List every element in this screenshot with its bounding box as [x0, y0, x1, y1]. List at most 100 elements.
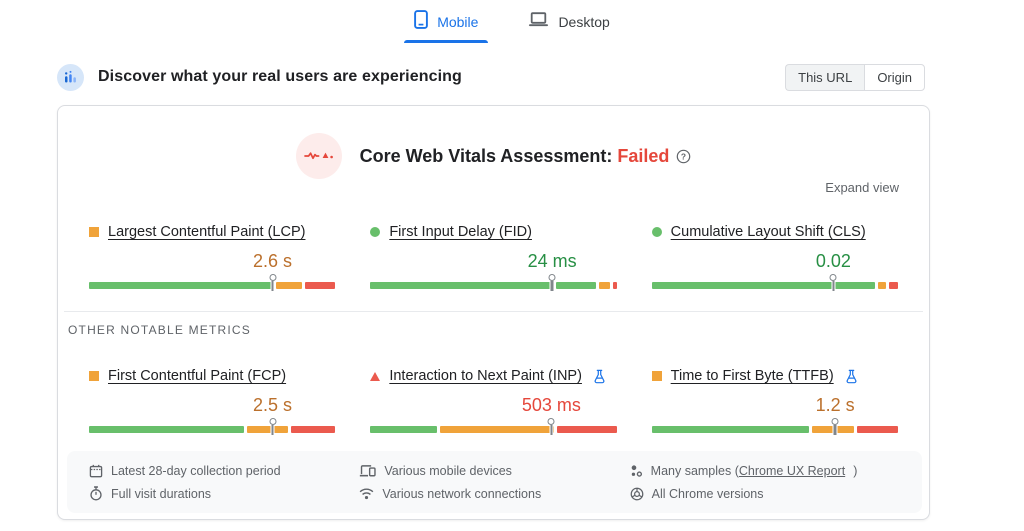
- other-metrics-section-label: OTHER NOTABLE METRICS: [68, 323, 251, 337]
- experimental-flask-icon: [845, 369, 858, 384]
- metric-inp: Interaction to Next Paint (INP) 503 ms: [370, 365, 617, 435]
- this-url-button[interactable]: This URL: [785, 63, 865, 91]
- pin-stem: [831, 281, 836, 291]
- pin-stem: [549, 425, 554, 435]
- bar-segment-good: [370, 426, 437, 433]
- distribution-bar: [370, 426, 617, 433]
- cwv-assessment-status: Failed: [617, 145, 670, 166]
- metric-value: 2.6 s: [252, 251, 293, 271]
- metric-distribution-chart: 2.5 s: [89, 387, 336, 435]
- metric-distribution-chart: 24 ms: [370, 243, 617, 291]
- footer-item-text: Many samples (: [650, 463, 739, 478]
- pin-stem: [549, 281, 555, 291]
- footer-item: Various mobile devices: [359, 464, 629, 478]
- footer-item: Many samples (Chrome UX Report): [630, 464, 900, 478]
- expand-view-link[interactable]: Expand view: [825, 180, 899, 195]
- bar-segment-poor: [856, 426, 898, 433]
- bar-segment-poor: [612, 282, 617, 289]
- cwv-heartbeat-icon: [295, 133, 342, 179]
- svg-text:?: ?: [681, 151, 686, 161]
- field-data-chart-icon: [57, 63, 84, 91]
- bar-segment-poor: [305, 282, 336, 289]
- bar-segment-good: [555, 282, 596, 289]
- footer-item: Various network connections: [359, 487, 629, 501]
- p75-marker-pin: [548, 274, 556, 291]
- cwv-assessment-label: Core Web Vitals Assessment:: [359, 145, 613, 166]
- origin-button[interactable]: Origin: [864, 63, 925, 91]
- cwv-assessment-title: Core Web Vitals Assessment: Failed ?: [360, 146, 692, 167]
- distribution-bar: [89, 282, 336, 289]
- help-icon[interactable]: ?: [676, 149, 691, 164]
- bar-segment-ni: [812, 426, 834, 433]
- chrome-ux-report-link[interactable]: Chrome UX Report: [738, 463, 846, 478]
- metric-title-link[interactable]: First Contentful Paint (FCP): [108, 368, 287, 384]
- field-data-card: Core Web Vitals Assessment: Failed ? Exp…: [57, 105, 930, 520]
- p75-marker-pin: [831, 418, 839, 435]
- tab-desktop[interactable]: Desktop: [518, 8, 619, 43]
- footer-item: Latest 28-day collection period: [89, 464, 359, 478]
- metric-value: 24 ms: [527, 251, 577, 271]
- metric-title-row: Cumulative Layout Shift (CLS): [651, 221, 898, 243]
- network-icon: [359, 487, 374, 500]
- metric-title-link[interactable]: Cumulative Layout Shift (CLS): [670, 224, 866, 240]
- metric-title-link[interactable]: Largest Contentful Paint (LCP): [108, 224, 306, 240]
- footer-item-text: All Chrome versions: [651, 486, 764, 501]
- cwv-assessment-header: Core Web Vitals Assessment: Failed ?: [58, 106, 929, 179]
- metric-cls: Cumulative Layout Shift (CLS) 0.02: [651, 221, 898, 291]
- calendar-icon: [89, 464, 103, 478]
- footer-item: All Chrome versions: [630, 487, 900, 501]
- bar-segment-good: [89, 282, 273, 289]
- metric-title-link[interactable]: Time to First Byte (TTFB): [670, 368, 834, 384]
- metric-title-link[interactable]: First Input Delay (FID): [389, 224, 532, 240]
- other-metrics-grid: First Contentful Paint (FCP) 2.5 s Interac…: [58, 365, 929, 435]
- footer-item: Full visit durations: [89, 486, 359, 501]
- tab-desktop-label: Desktop: [558, 14, 610, 30]
- footer-item-text: Various network connections: [382, 486, 542, 501]
- metric-title-link[interactable]: Interaction to Next Paint (INP): [389, 368, 582, 384]
- mobile-phone-icon: [414, 10, 429, 34]
- chrome-icon: [630, 487, 644, 501]
- bar-segment-good: [370, 282, 553, 289]
- pin-head: [831, 418, 839, 425]
- devices-icon: [359, 464, 376, 478]
- section-divider: [64, 311, 923, 312]
- metric-value: 2.5 s: [252, 395, 293, 415]
- triangle-bullet-icon: [370, 371, 381, 381]
- square-bullet-icon: [89, 371, 99, 381]
- desktop-laptop-icon: [528, 11, 549, 33]
- field-data-title: Discover what your real users are experi…: [98, 68, 462, 85]
- bar-segment-ni: [598, 282, 610, 289]
- bar-segment-ni: [276, 282, 303, 289]
- metric-fid: First Input Delay (FID) 24 ms: [370, 221, 617, 291]
- pin-head: [269, 274, 276, 281]
- distribution-bar: [370, 282, 617, 289]
- pin-head: [269, 418, 276, 425]
- bar-segment-poor: [889, 282, 898, 289]
- bar-segment-poor: [556, 426, 617, 433]
- metric-value: 1.2 s: [815, 395, 855, 415]
- tab-mobile-label: Mobile: [437, 14, 479, 30]
- stopwatch-icon: [89, 486, 103, 501]
- distribution-bar: [651, 282, 898, 289]
- field-data-header: Discover what your real users are experi…: [57, 61, 925, 93]
- metric-lcp: Largest Contentful Paint (LCP) 2.6 s: [89, 221, 336, 291]
- distribution-bar: [89, 426, 336, 433]
- metric-title-row: Largest Contentful Paint (LCP): [89, 221, 335, 243]
- p75-marker-pin: [829, 274, 837, 291]
- bar-segment-ni: [439, 426, 554, 433]
- collection-info-footer: Latest 28-day collection period Various m…: [67, 451, 922, 513]
- metric-title-row: First Input Delay (FID): [370, 221, 616, 243]
- bar-segment-poor: [290, 426, 336, 433]
- p75-marker-pin: [547, 418, 555, 435]
- bar-segment-good: [651, 426, 810, 433]
- square-bullet-icon: [89, 227, 99, 237]
- bar-segment-ni: [877, 282, 887, 289]
- pin-stem: [270, 425, 275, 435]
- metric-distribution-chart: 503 ms: [370, 387, 617, 435]
- footer-item-text: Full visit durations: [111, 486, 212, 501]
- pin-stem: [270, 281, 275, 291]
- experimental-flask-icon: [593, 369, 606, 384]
- distribution-bar: [651, 426, 898, 433]
- tab-mobile[interactable]: Mobile: [404, 8, 489, 43]
